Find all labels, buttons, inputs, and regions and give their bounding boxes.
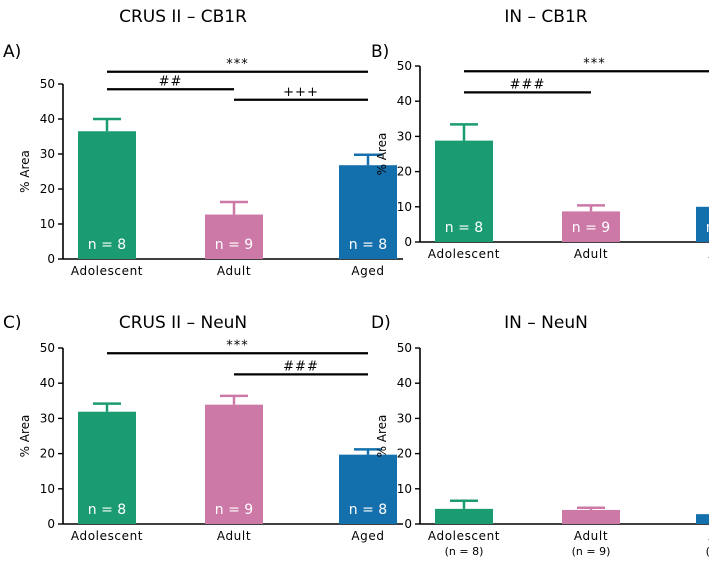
- panel-0-y-tick-label: 50: [40, 77, 55, 91]
- panel-1-n-label: n = 8: [445, 220, 483, 236]
- panel-0-n-label: n = 9: [215, 237, 253, 253]
- panel-1-bar-aged: [696, 206, 709, 242]
- panel-0-significance-label: ##: [159, 74, 183, 89]
- panel-0-panel-label: A): [3, 42, 21, 62]
- panel-0-bar-aged: [339, 165, 397, 259]
- panel-3-y-tick-label: 40: [397, 376, 412, 390]
- panel-2-bar-adolescent: [78, 411, 136, 524]
- panel-0-x-tick-label: Adult: [217, 264, 251, 278]
- panel-3-x-tick-sublabel: (n = 8): [445, 545, 484, 558]
- panel-0-n-label: n = 8: [88, 237, 126, 253]
- panel-1-y-tick-label: 40: [397, 94, 412, 108]
- panel-0-n-label: n = 8: [349, 237, 387, 253]
- panel-1-y-tick-label: 0: [404, 235, 412, 249]
- panel-0-bar-adolescent: [78, 131, 136, 259]
- panel-3-bar-adolescent: [435, 508, 493, 524]
- panel-1-bar-adolescent: [435, 140, 493, 242]
- panel-3-y-tick-label: 10: [397, 482, 412, 496]
- panel-2-y-tick-label: 0: [47, 517, 55, 531]
- panel-2-y-tick-label: 20: [40, 447, 55, 461]
- panel-3-y-tick-label: 0: [404, 517, 412, 531]
- panel-2-panel-label: C): [3, 313, 22, 333]
- panel-2-y-tick-label: 50: [40, 341, 55, 355]
- panel-3-bar-aged: [696, 514, 709, 524]
- panel-1-y-tick-label: 50: [397, 59, 412, 73]
- panel-2-n-label: n = 8: [349, 502, 387, 518]
- panel-0-significance-label: ***: [226, 57, 249, 72]
- panel-2-bar-adult: [205, 404, 263, 524]
- panel-1-y-tick-label: 30: [397, 129, 412, 143]
- panel-1-n-label: n = 9: [572, 220, 610, 236]
- panel-2-y-tick-label: 40: [40, 376, 55, 390]
- panel-2-y-axis-label: % Area: [18, 415, 32, 458]
- panel-1-n-label: n = 8: [706, 220, 709, 236]
- panel-3-x-tick-sublabel: (n = 9): [572, 545, 611, 558]
- panel-2-chart-title: CRUS II – NeuN: [119, 313, 247, 333]
- panel-1-x-tick-label: Adult: [574, 247, 608, 261]
- panel-2-y-tick-label: 10: [40, 482, 55, 496]
- panel-3-x-tick-label: Adult: [574, 529, 608, 543]
- panel-1-x-tick-label: Adolescent: [428, 247, 500, 261]
- panel-0-y-tick-label: 30: [40, 147, 55, 161]
- panel-2-y-tick-label: 30: [40, 411, 55, 425]
- panel-0-y-tick-label: 0: [47, 252, 55, 266]
- panel-0-significance-label: +++: [283, 85, 319, 100]
- panel-2-x-tick-label: Aged: [351, 529, 384, 543]
- panel-2-bar-aged: [339, 454, 397, 524]
- panel-0-chart-title: CRUS II – CB1R: [119, 7, 247, 27]
- panel-0-x-tick-label: Aged: [351, 264, 384, 278]
- panel-3-chart-title: IN – NeuN: [504, 313, 588, 333]
- panel-3-panel-label: D): [371, 313, 391, 333]
- panel-3-y-tick-label: 20: [397, 447, 412, 461]
- panel-1-y-tick-label: 20: [397, 165, 412, 179]
- panel-0-y-axis-label: % Area: [18, 150, 32, 193]
- panel-0-bar-adult: [205, 214, 263, 259]
- panel-2-significance-label: ***: [226, 338, 249, 353]
- panel-1-y-tick-label: 10: [397, 200, 412, 214]
- panel-1-panel-label: B): [371, 42, 389, 62]
- panel-2-x-tick-label: Adolescent: [71, 529, 143, 543]
- panel-3-x-tick-label: Adolescent: [428, 529, 500, 543]
- panel-0-y-tick-label: 20: [40, 182, 55, 196]
- panel-3-y-axis-label: % Area: [375, 415, 389, 458]
- panel-3-x-tick-sublabel: (n = 8): [706, 545, 709, 558]
- panel-1-bar-adult: [562, 211, 620, 242]
- panel-2-significance-label: ###: [283, 359, 319, 374]
- panel-2-n-label: n = 8: [88, 502, 126, 518]
- panel-1-y-axis-label: % Area: [375, 133, 389, 176]
- panel-3-bar-adult: [562, 509, 620, 524]
- panel-0-x-tick-label: Adolescent: [71, 264, 143, 278]
- panel-1-significance-label: ***: [583, 56, 606, 71]
- panel-3-y-tick-label: 50: [397, 341, 412, 355]
- panel-1-significance-label: ###: [510, 77, 546, 92]
- panel-0-y-tick-label: 10: [40, 217, 55, 231]
- panel-0-y-tick-label: 40: [40, 112, 55, 126]
- panel-1-chart-title: IN – CB1R: [504, 7, 587, 27]
- panel-3-y-tick-label: 30: [397, 411, 412, 425]
- panel-2-n-label: n = 9: [215, 502, 253, 518]
- panel-2-x-tick-label: Adult: [217, 529, 251, 543]
